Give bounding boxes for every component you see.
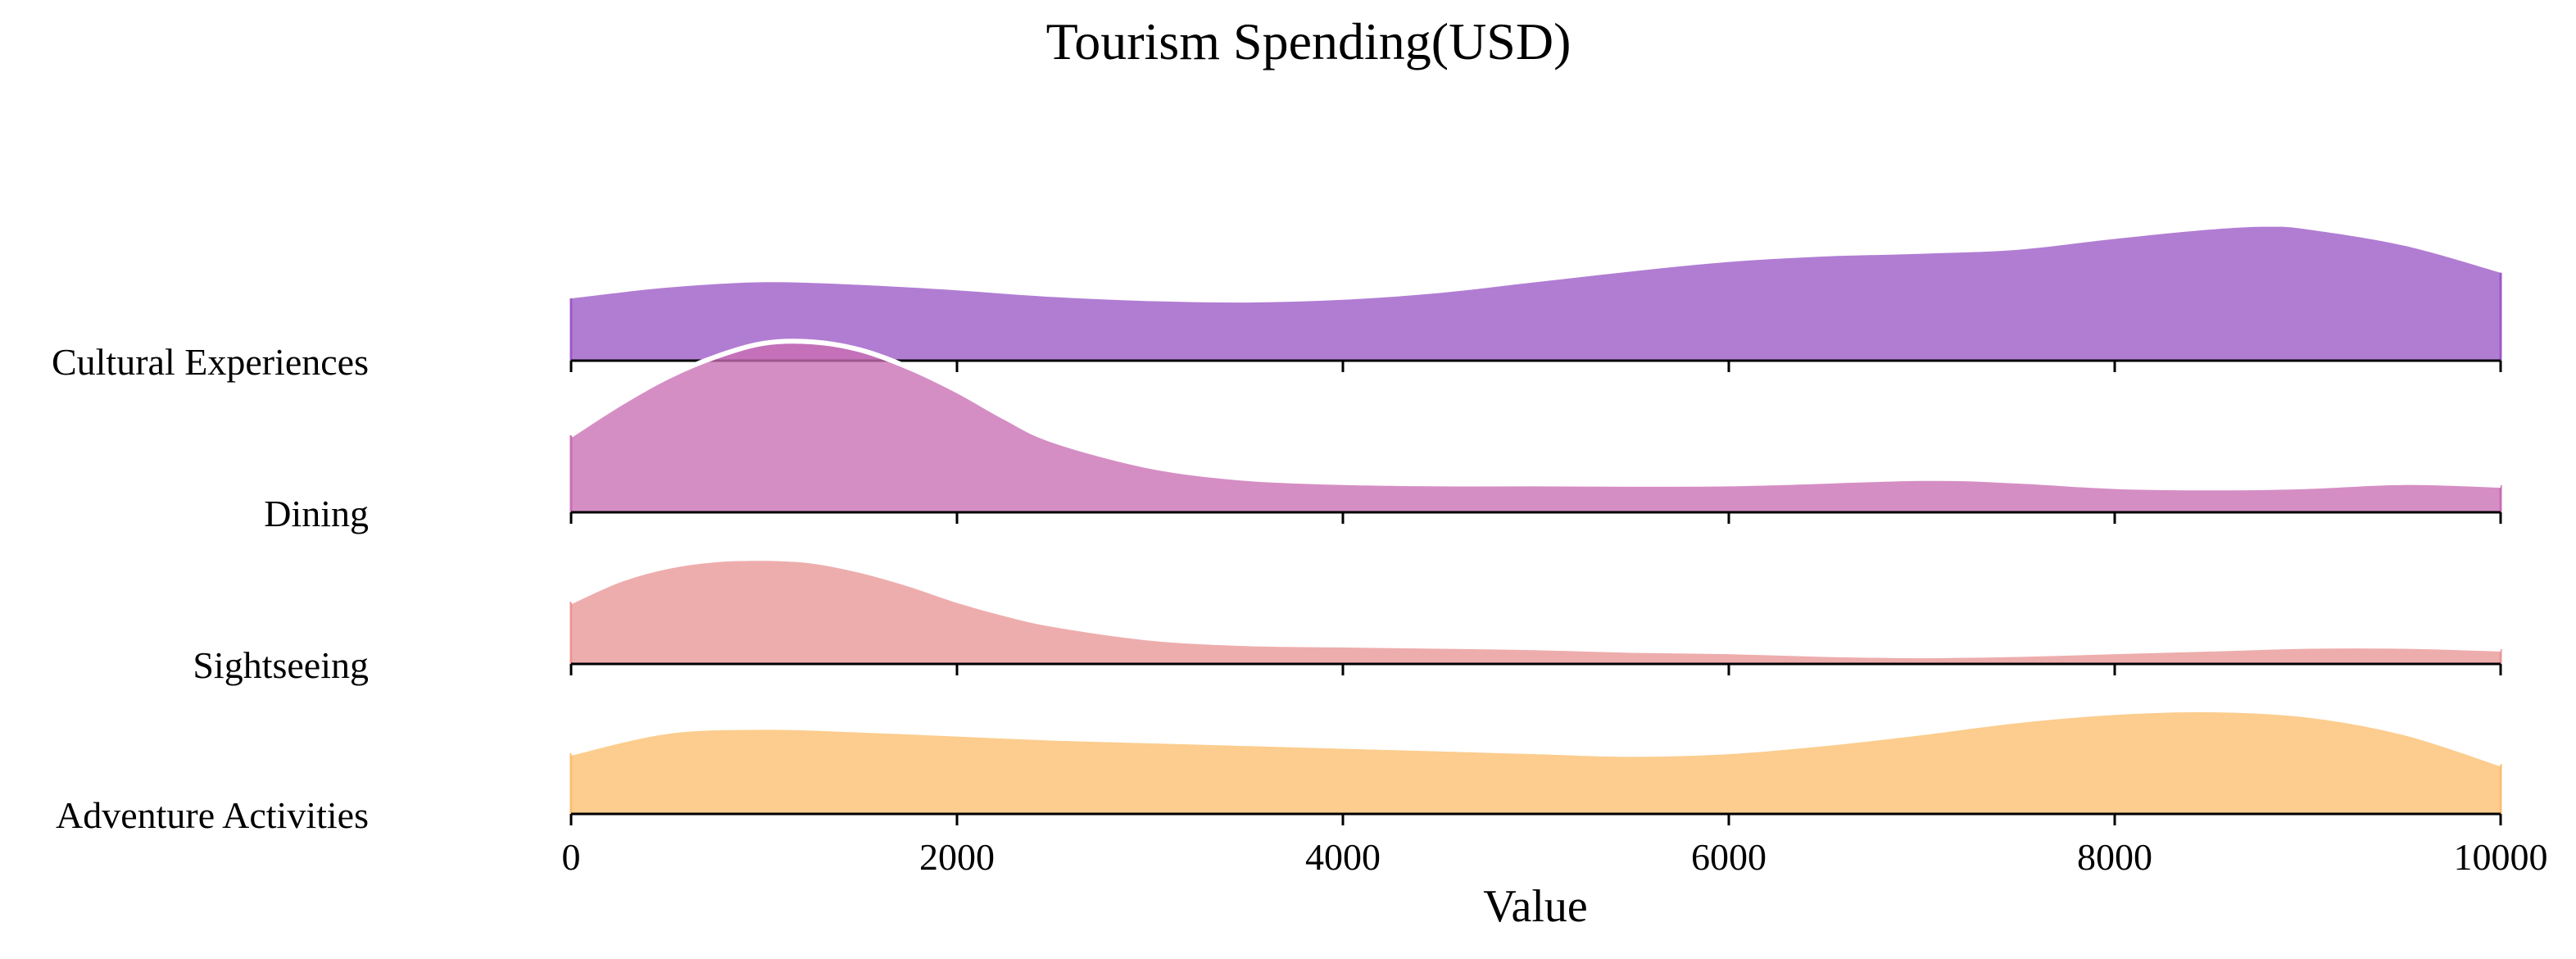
ridges-group: Cultural Experiences Dining Sightseeing Adv… [52, 226, 2502, 836]
ridge-area-dining [571, 341, 2501, 512]
x-tick-label: 8000 [2077, 836, 2152, 878]
chart-title: Tourism Spending(USD) [1046, 12, 1571, 70]
x-tick-label: 6000 [1691, 836, 1766, 878]
ridge-outline-sightseeing [569, 556, 2501, 659]
ridge-area-cultural-experiences [571, 226, 2501, 361]
ridge-outline-adventure-activities [570, 707, 2501, 766]
x-axis-label: Value [1483, 881, 1588, 932]
ridge-label-adventure-activities: Adventure Activities [56, 794, 369, 836]
x-tick-label: 4000 [1305, 836, 1381, 878]
ridge-label-dining: Dining [264, 493, 369, 534]
ridge-sightseeing: Sightseeing [193, 556, 2502, 686]
ridge-outline-dining [569, 339, 2501, 491]
x-axis-ticks: 0 2000 4000 6000 8000 10000 [562, 836, 2548, 878]
ridge-dining: Dining [264, 339, 2502, 534]
x-tick-label: 10000 [2454, 836, 2548, 878]
ridge-area-adventure-activities [571, 709, 2501, 814]
ridge-label-cultural-experiences: Cultural Experiences [52, 341, 369, 383]
x-tick-label: 0 [562, 836, 581, 878]
ridge-cultural-experiences: Cultural Experiences [52, 226, 2502, 383]
ridge-label-sightseeing: Sightseeing [193, 644, 369, 686]
ridge-area-sightseeing [571, 558, 2501, 664]
x-tick-label: 2000 [919, 836, 995, 878]
ridge-adventure-activities: Adventure Activities [56, 707, 2502, 836]
